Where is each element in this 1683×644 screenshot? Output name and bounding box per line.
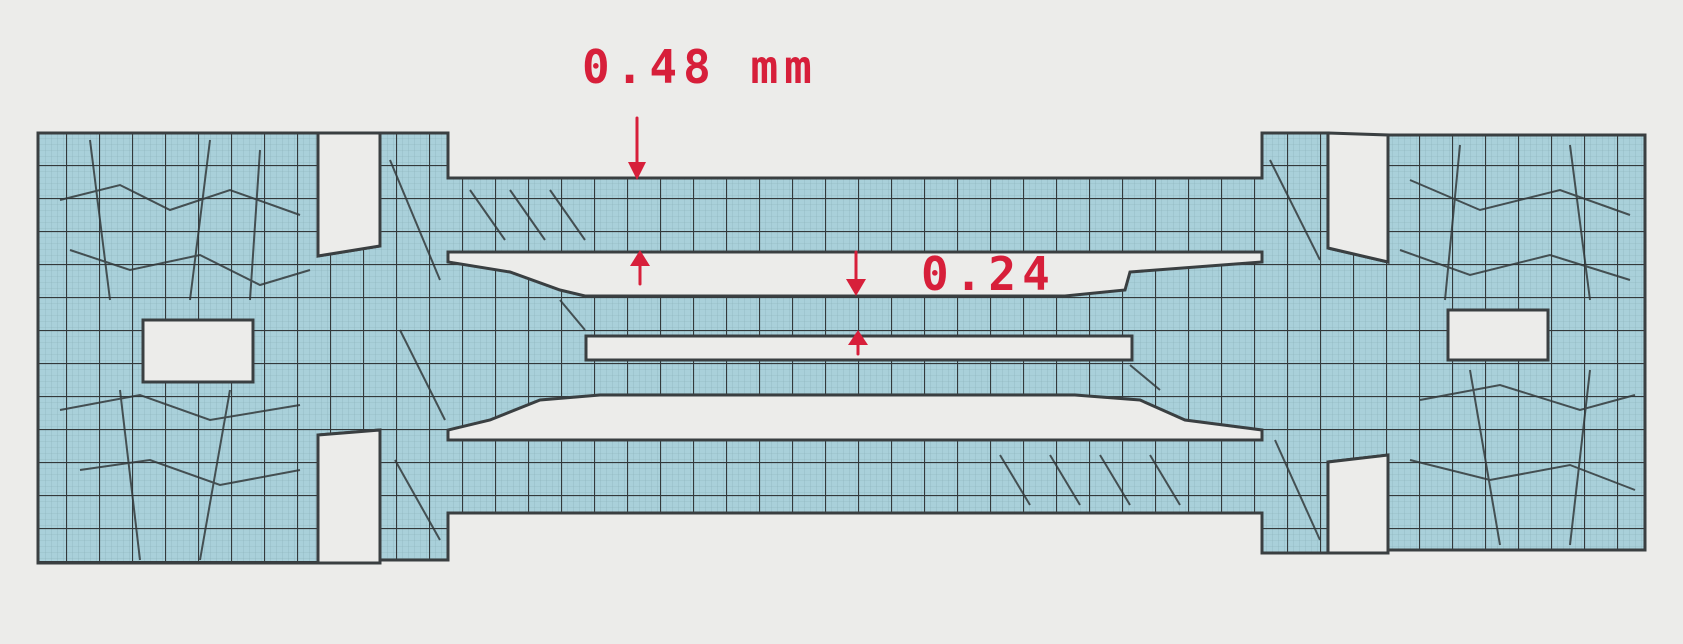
outer-beam-thickness-label: 0.48 mm bbox=[582, 40, 818, 94]
inner-beam-arrow-bottom-head bbox=[848, 330, 868, 345]
inner-beam-arrow-top-head bbox=[846, 279, 866, 296]
inner-beam-thickness-label: 0.24 bbox=[921, 247, 1056, 301]
right-hole bbox=[1446, 308, 1550, 362]
left-hole bbox=[141, 318, 255, 384]
outer-beam-arrow-bottom-head bbox=[630, 250, 650, 266]
mesh-distortion-lines bbox=[59, 139, 1636, 561]
dimension-annotations: 0.48 mm 0.24 bbox=[582, 40, 1056, 356]
outer-beam-arrow-top-head bbox=[628, 162, 646, 180]
right-notch-bottom bbox=[1326, 453, 1390, 555]
right-notch-top bbox=[1326, 131, 1390, 264]
specimen-mesh bbox=[36, 131, 1647, 565]
left-notch-top bbox=[316, 131, 382, 258]
lower-slot bbox=[446, 393, 1264, 442]
left-notch-bottom bbox=[316, 428, 382, 565]
